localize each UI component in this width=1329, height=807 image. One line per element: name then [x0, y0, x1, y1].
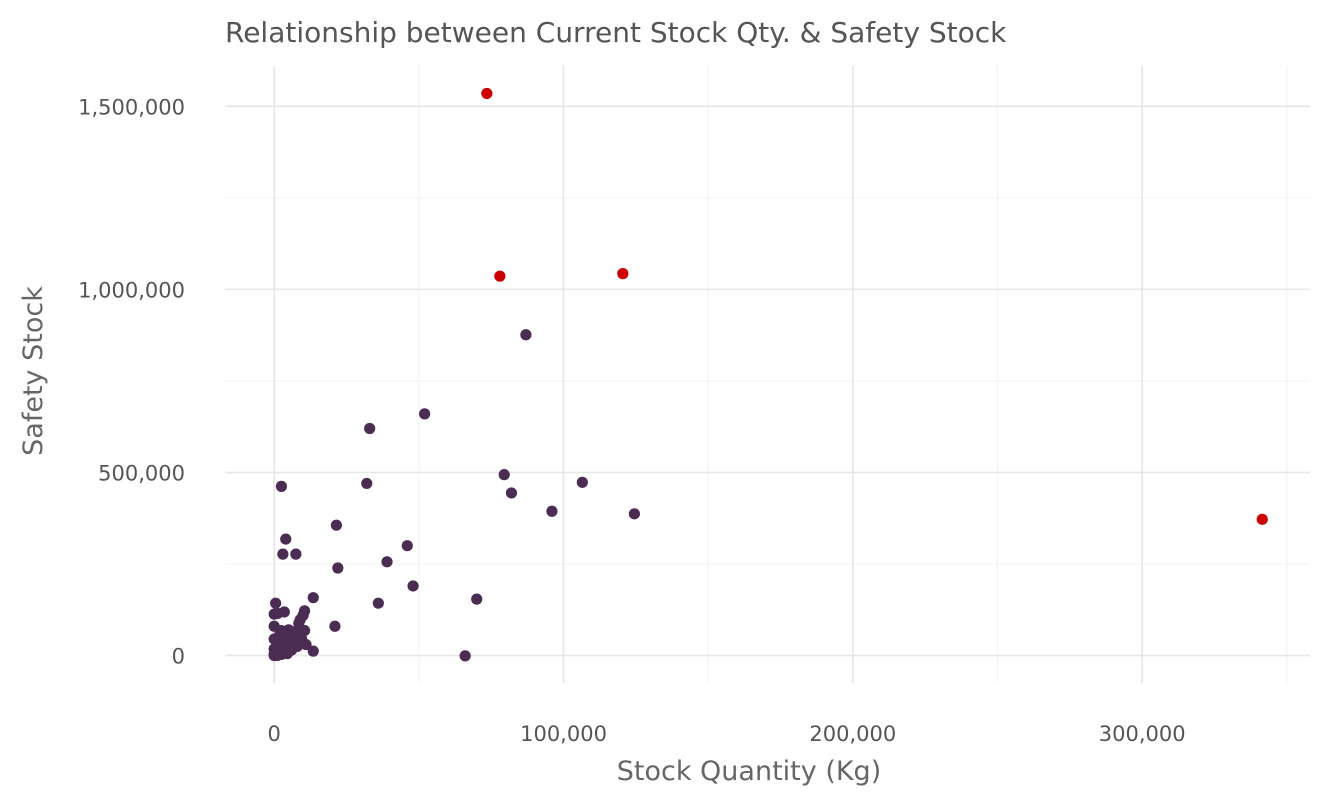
y-tick-label: 0: [172, 645, 185, 669]
data-point: [275, 480, 288, 492]
data-point: [277, 627, 289, 640]
data-point: [280, 533, 292, 545]
y-axis-title: Safety Stock: [18, 286, 49, 456]
x-tick-label: 100,000: [520, 722, 607, 746]
data-point: [332, 562, 344, 574]
data-points: [268, 87, 1268, 662]
data-point: [628, 508, 641, 520]
data-point: [329, 620, 341, 632]
x-tick-label: 300,000: [1099, 722, 1186, 746]
data-point: [471, 593, 483, 605]
chart-title: Relationship between Current Stock Qty. …: [225, 16, 1007, 49]
data-point: [361, 477, 373, 490]
x-tick-label: 200,000: [809, 722, 896, 746]
data-point: [307, 592, 319, 604]
data-point: [520, 329, 532, 341]
data-point: [290, 548, 302, 560]
outlier-point: [481, 87, 493, 100]
tick-labels: 0 100,000 200,000 300,000 0 500,000 1,000,000 1…: [78, 95, 1185, 746]
x-axis-title: Stock Quantity (Kg): [617, 756, 881, 787]
data-point: [381, 556, 393, 568]
data-point: [546, 505, 558, 517]
data-point: [281, 648, 293, 660]
outlier-point: [617, 268, 629, 280]
y-tick-label: 1,000,000: [78, 278, 185, 302]
data-point: [407, 580, 419, 592]
data-point: [459, 650, 471, 662]
data-point: [372, 597, 384, 609]
data-point: [270, 597, 282, 609]
x-tick-label: 0: [267, 722, 280, 746]
data-point: [270, 647, 282, 659]
data-point: [285, 631, 298, 643]
data-point: [330, 519, 342, 531]
data-point: [576, 476, 588, 488]
gridlines: [225, 66, 1310, 683]
outlier-point: [1256, 513, 1268, 525]
data-point: [272, 607, 284, 620]
outlier-point: [494, 270, 506, 282]
y-tick-label: 500,000: [98, 461, 185, 485]
data-point: [498, 469, 510, 481]
data-point: [401, 540, 413, 552]
data-point: [505, 487, 518, 499]
data-point: [419, 408, 431, 420]
data-point: [277, 548, 289, 560]
data-point: [364, 422, 376, 435]
data-point: [296, 633, 308, 645]
data-point: [307, 645, 319, 657]
y-tick-label: 1,500,000: [78, 95, 185, 119]
